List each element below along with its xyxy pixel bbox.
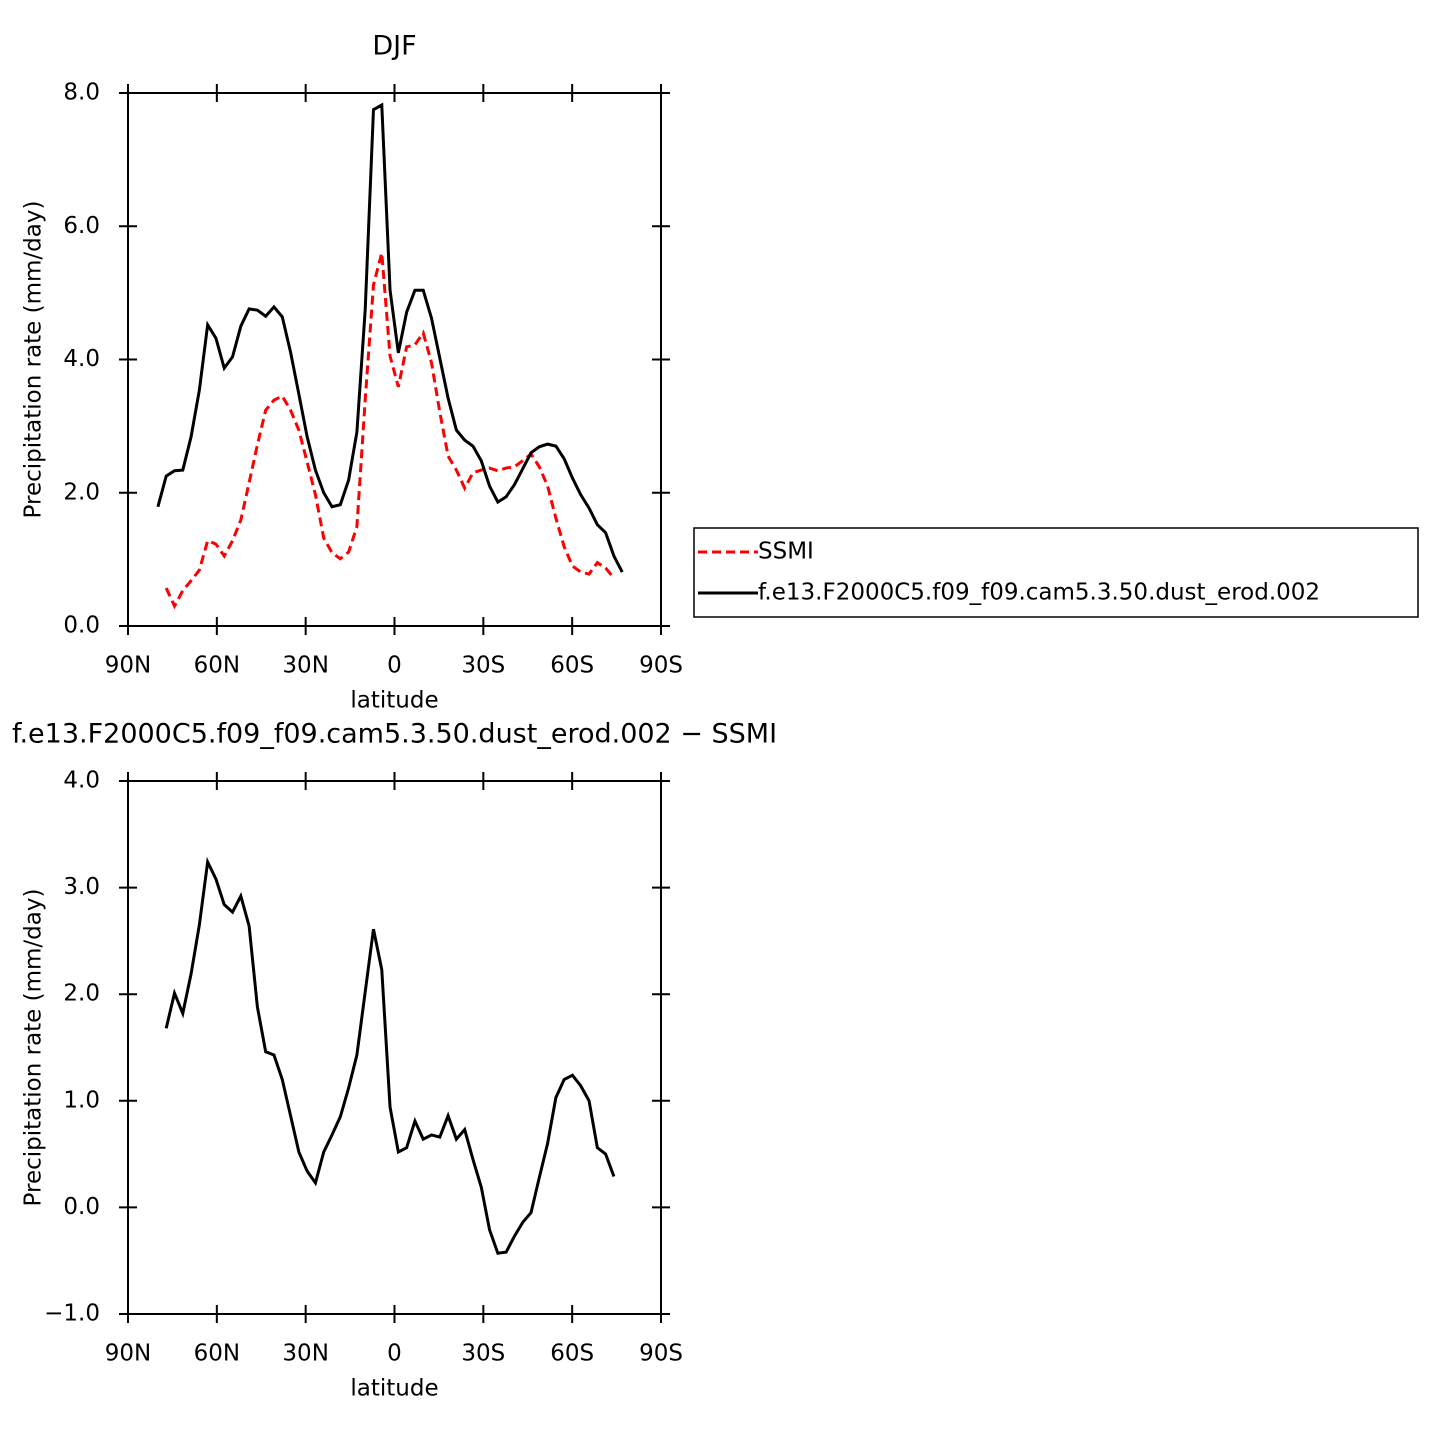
y-tick-label: 4.0 [63, 346, 100, 372]
plot-frame [127, 92, 662, 627]
x-axis-label: latitude [350, 688, 438, 714]
chart-title: f.e13.F2000C5.f09_f09.cam5.3.50.dust_ero… [12, 719, 777, 750]
y-tick-label: 2.0 [63, 479, 100, 505]
x-tick-label: 30N [282, 653, 328, 679]
x-tick-label: 0 [387, 653, 402, 679]
y-tick-label: 4.0 [63, 768, 100, 794]
plot-frame [127, 780, 662, 1315]
legend-box [693, 527, 1419, 618]
x-tick-label: 60N [194, 1341, 240, 1367]
x-tick-label: 90N [105, 653, 151, 679]
y-tick-label: 3.0 [63, 874, 100, 900]
y-tick-label: 1.0 [63, 1087, 100, 1113]
x-tick-label: 0 [387, 1341, 402, 1367]
y-tick-label: 6.0 [63, 213, 100, 239]
legend-label: SSMI [758, 539, 814, 565]
y-tick-label: 8.0 [63, 80, 100, 106]
chart-title: DJF [372, 31, 416, 62]
y-tick-label: 0.0 [63, 613, 100, 639]
x-tick-label: 60N [194, 653, 240, 679]
x-tick-label: 90S [639, 1341, 683, 1367]
x-tick-label: 30S [461, 1341, 505, 1367]
y-tick-label: 0.0 [63, 1194, 100, 1220]
x-axis-label: latitude [350, 1376, 438, 1402]
y-axis-label: Precipitation rate (mm/day) [21, 889, 47, 1207]
x-tick-label: 90N [105, 1341, 151, 1367]
x-tick-label: 30N [282, 1341, 328, 1367]
x-tick-label: 60S [550, 1341, 594, 1367]
legend-label: f.e13.F2000C5.f09_f09.cam5.3.50.dust_ero… [758, 580, 1320, 606]
data-line [164, 856, 616, 1255]
x-tick-label: 90S [639, 653, 683, 679]
data-line [164, 252, 616, 610]
x-tick-label: 60S [550, 653, 594, 679]
y-axis-label: Precipitation rate (mm/day) [21, 201, 47, 519]
y-tick-label: 2.0 [63, 981, 100, 1007]
data-line [156, 102, 624, 573]
x-tick-label: 30S [461, 653, 505, 679]
y-tick-label: −1.0 [44, 1301, 100, 1327]
